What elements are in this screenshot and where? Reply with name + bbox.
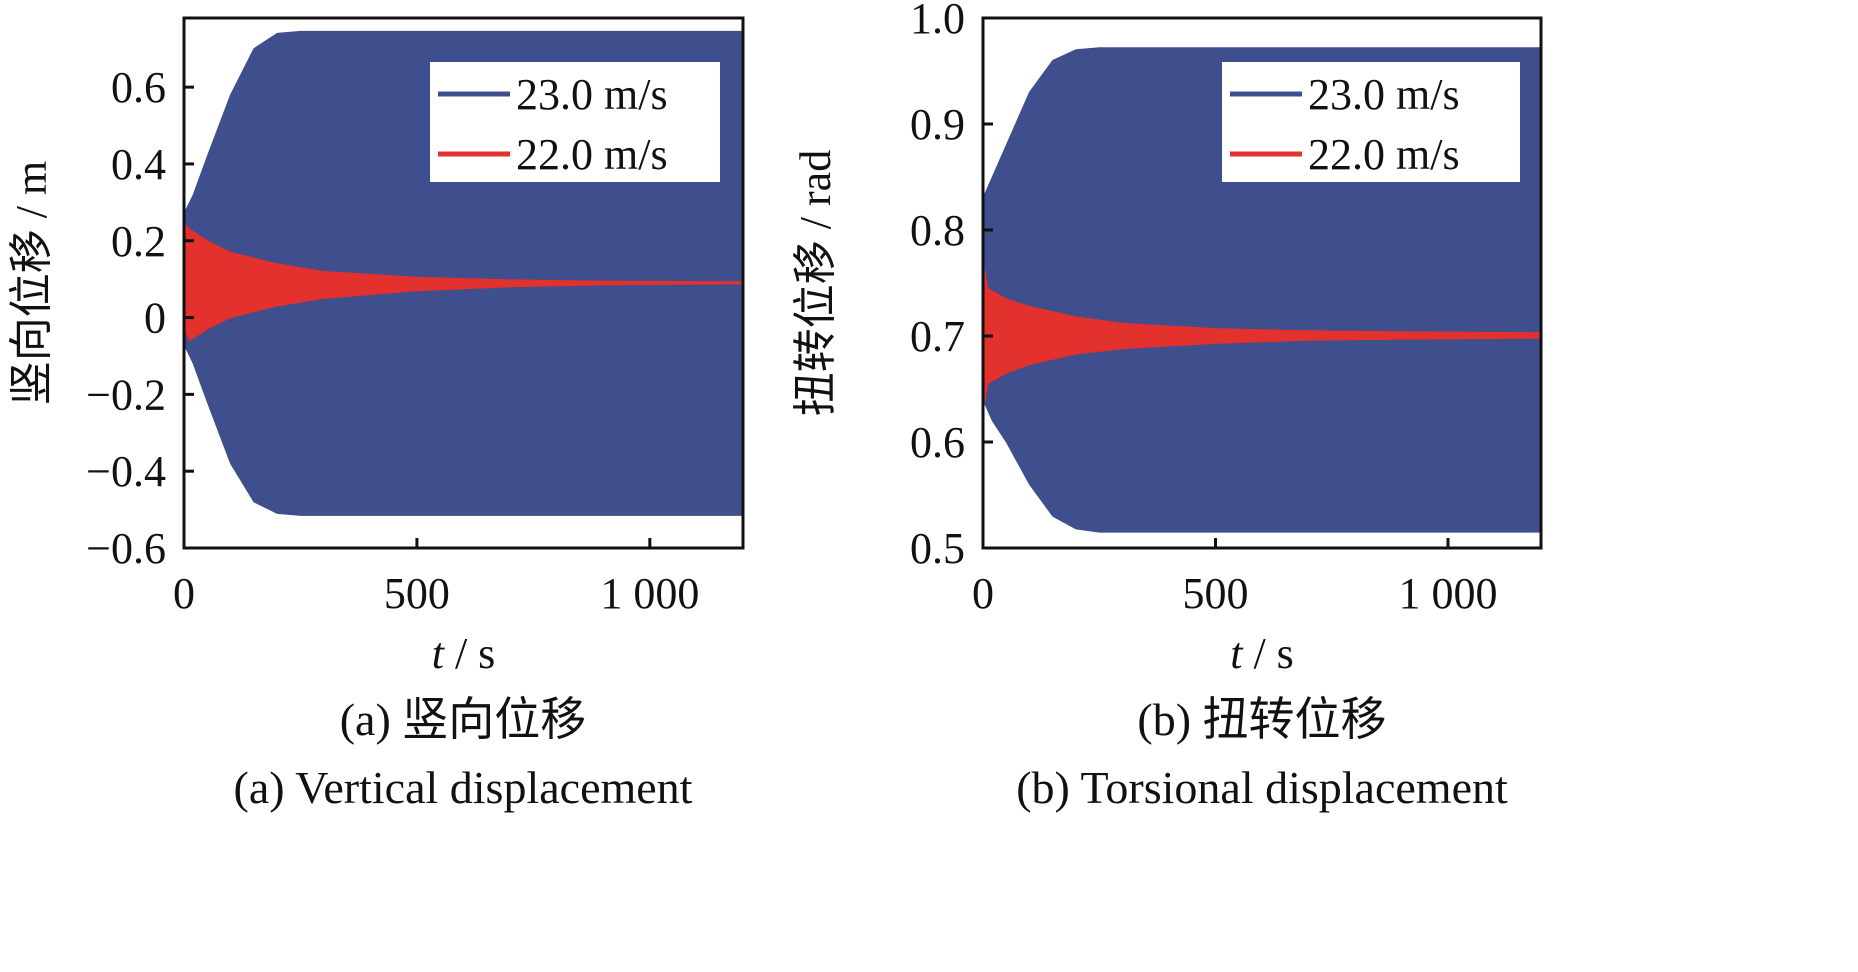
x-axis-label-unit: / s — [444, 629, 495, 678]
figure: −0.6 −0.4 −0.2 0 0.2 0.4 0.6 0 500 1 000 t / s 竖向位移… — [7, 0, 1543, 813]
x-axis-label-var: t — [432, 629, 446, 678]
y-tick-label: 1.0 — [910, 0, 965, 43]
y-tick-label: 0.4 — [111, 140, 166, 189]
y-tick-label: 0 — [144, 294, 166, 343]
y-tick-label: −0.4 — [86, 447, 166, 496]
x-tick-label: 0 — [173, 569, 195, 618]
y-tick-label: −0.6 — [86, 524, 166, 573]
x-axis-label: t / s — [1230, 629, 1294, 678]
y-tick-label: −0.2 — [86, 370, 166, 419]
legend-entry: 22.0 m/s — [1308, 130, 1460, 179]
chart-panel-a: −0.6 −0.4 −0.2 0 0.2 0.4 0.6 0 500 1 000 t / s 竖向位移… — [7, 16, 745, 813]
y-axis-label: 扭转位移 / rad — [791, 150, 840, 416]
legend: 23.0 m/s 22.0 m/s — [430, 62, 720, 182]
legend-box — [430, 62, 720, 182]
y-tick-label: 0.7 — [910, 312, 965, 361]
y-tick-label: 0.6 — [111, 63, 166, 112]
legend-entry: 23.0 m/s — [516, 70, 668, 119]
caption-en: (a) Vertical displacement — [234, 762, 693, 813]
legend-entry: 22.0 m/s — [516, 130, 668, 179]
y-tick-label: 0.8 — [910, 206, 965, 255]
y-tick-label: 0.5 — [910, 524, 965, 573]
y-tick-label: 0.6 — [910, 418, 965, 467]
x-tick-label: 500 — [1183, 569, 1249, 618]
x-tick-label: 500 — [384, 569, 450, 618]
legend-box — [1222, 62, 1520, 182]
x-tick-label: 1 000 — [600, 569, 699, 618]
x-tick-label: 1 000 — [1399, 569, 1498, 618]
x-axis-label-unit: / s — [1242, 629, 1293, 678]
legend-entry: 23.0 m/s — [1308, 70, 1460, 119]
y-tick-label: 0.2 — [111, 217, 166, 266]
x-axis-label-var: t — [1230, 629, 1244, 678]
y-tick-label: 0.9 — [910, 100, 965, 149]
x-axis-label: t / s — [432, 629, 496, 678]
x-tick-label: 0 — [972, 569, 994, 618]
chart-panel-b: 0.5 0.6 0.7 0.8 0.9 1.0 0 500 1 000 t / s 扭转位移 / r… — [791, 0, 1543, 813]
legend: 23.0 m/s 22.0 m/s — [1222, 62, 1520, 182]
plot-frame — [182, 16, 745, 550]
plot-frame — [981, 16, 1543, 550]
caption-en: (b) Torsional displacement — [1016, 762, 1508, 813]
caption-cn: (b) 扭转位移 — [1137, 694, 1386, 745]
y-axis-label: 竖向位移 / m — [7, 161, 56, 405]
caption-cn: (a) 竖向位移 — [340, 694, 587, 745]
